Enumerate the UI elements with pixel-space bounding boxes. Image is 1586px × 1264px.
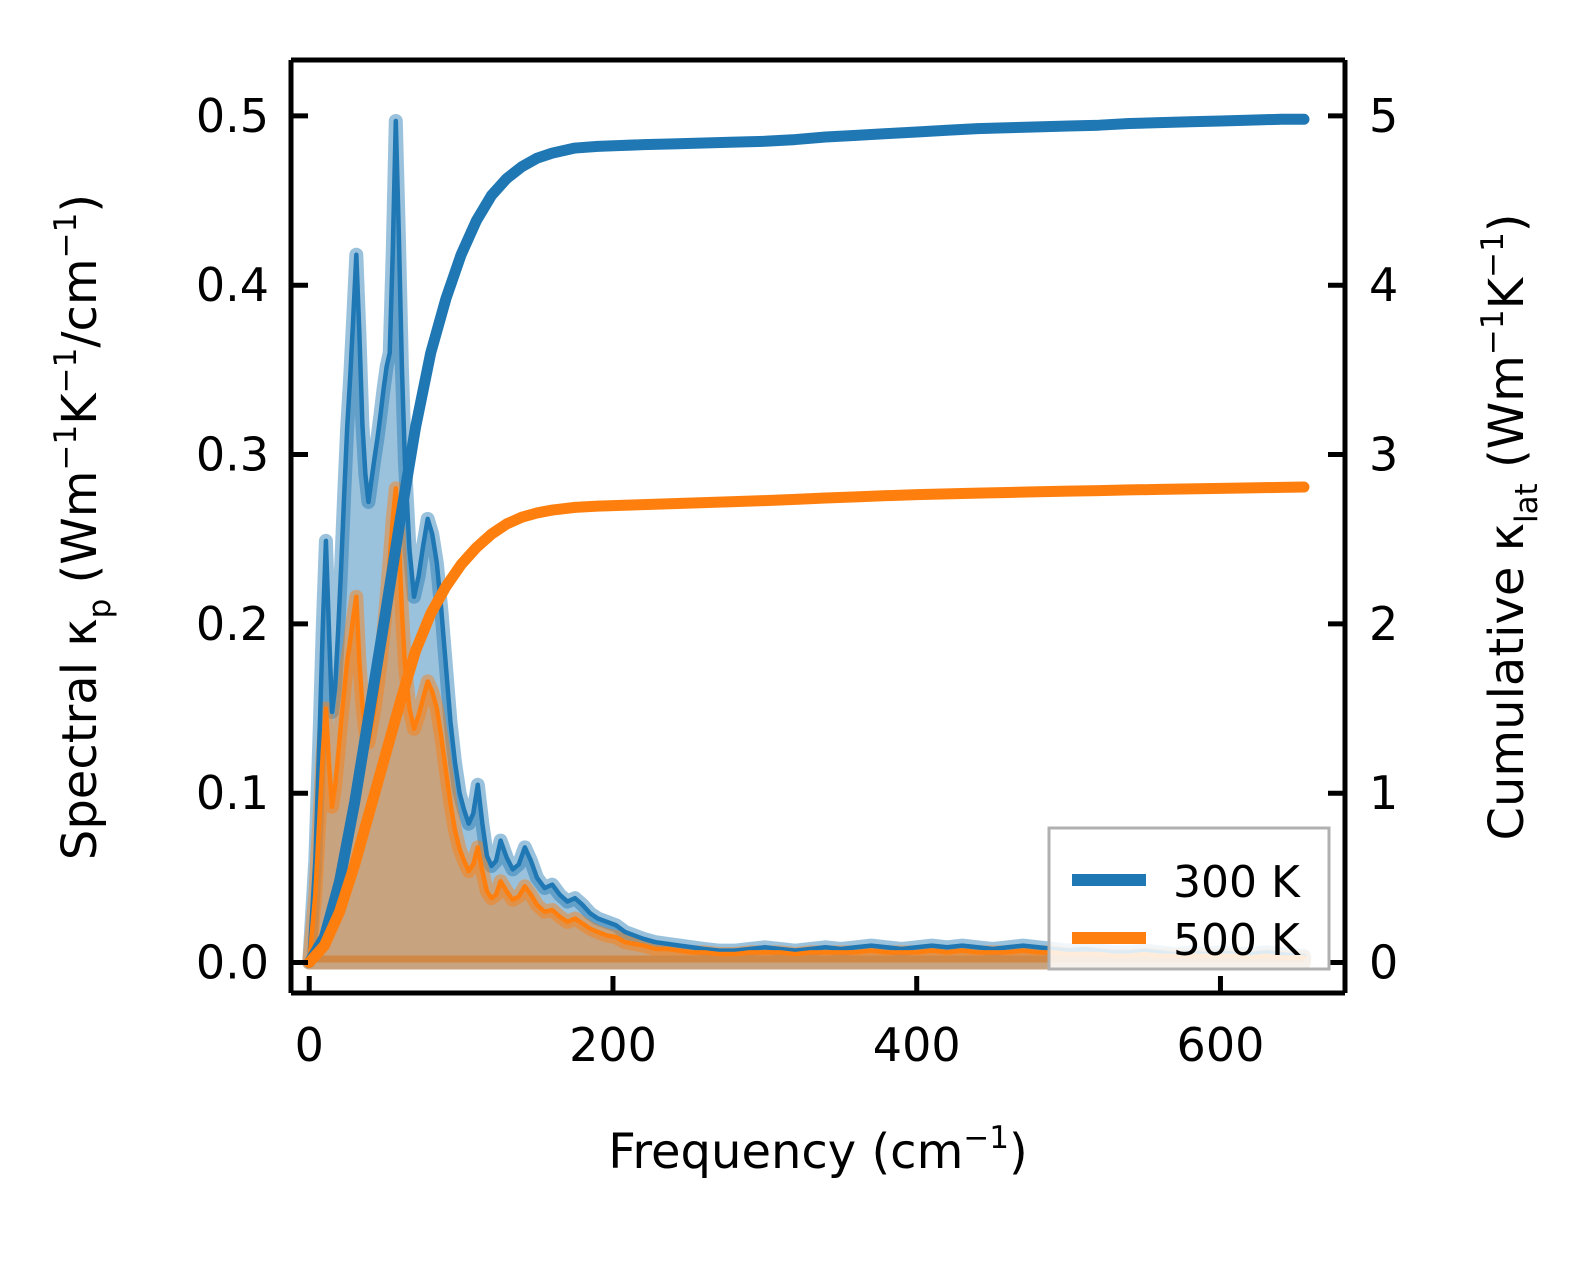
legend-label-500-K: 500 K — [1173, 915, 1301, 966]
y-left-tick-label: 0.5 — [196, 89, 269, 143]
y-right-tick-labels: 0 1 2 3 4 5 — [1369, 89, 1398, 990]
legend-items: 300 K 500 K — [1072, 857, 1301, 966]
legend-frame — [1047, 826, 1331, 971]
x-tick-label: 600 — [1177, 1018, 1265, 1072]
legend[interactable]: 300 K 500 K — [1047, 826, 1331, 971]
y-left-tick-label: 0.3 — [196, 428, 269, 482]
y-right-tick-label: 3 — [1369, 428, 1398, 482]
x-axis-label: Frequency (cm−1) — [608, 1120, 1028, 1180]
y-right-tick-label: 4 — [1369, 258, 1398, 312]
legend-label-300-K: 300 K — [1173, 857, 1301, 908]
y-left-tick-label: 0.2 — [196, 597, 269, 651]
axes-frame — [288, 57, 1348, 996]
line-300-k-spectral — [306, 118, 1307, 965]
y-right-tick-label: 2 — [1369, 597, 1398, 651]
y-left-tick-label: 0.4 — [196, 258, 269, 312]
line-500-k-cumulative — [303, 481, 1310, 969]
y-left-axis-label: Spectral κp (Wm−1K−1/cm−1) — [48, 194, 118, 860]
y-left-tick-label: 0.0 — [196, 936, 269, 990]
y-right-tick-label: 1 — [1369, 766, 1398, 820]
x-tick-label: 400 — [873, 1018, 961, 1072]
x-axis-tick-labels: 0 200 400 600 — [295, 1018, 1265, 1072]
x-tick-label: 0 — [295, 1018, 324, 1072]
y-left-axis-ticks — [291, 113, 308, 966]
y-right-axis-ticks — [1328, 113, 1345, 966]
x-tick-label: 200 — [569, 1018, 657, 1072]
y-left-tick-label: 0.1 — [196, 766, 269, 820]
y-right-axis-label: Cumulative κlat (Wm−1K−1) — [1475, 213, 1545, 840]
cumulative-line-group — [303, 113, 1310, 969]
y-right-tick-label: 5 — [1369, 89, 1398, 143]
y-right-tick-label: 0 — [1369, 936, 1398, 990]
x-axis-ticks — [306, 976, 1223, 993]
y-left-tick-labels: 0.0 0.1 0.2 0.3 0.4 0.5 — [196, 89, 269, 990]
line-300-k-cumulative — [303, 113, 1310, 969]
